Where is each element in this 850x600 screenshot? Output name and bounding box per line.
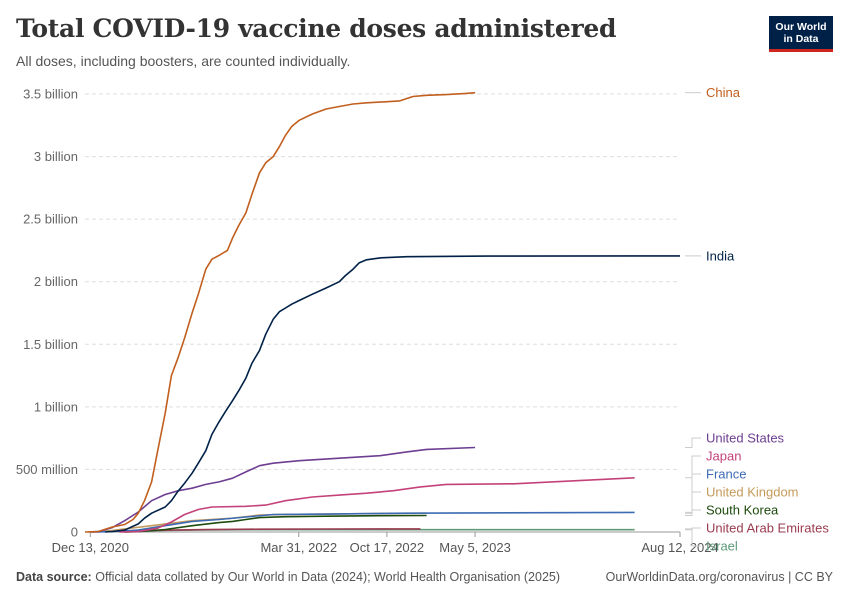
series-line-japan xyxy=(119,477,635,533)
y-axis-tick-labels: 0 500 million 1 billion 1.5 billion 2 billio… xyxy=(16,87,78,540)
data-source: Data source: Official data collated by O… xyxy=(16,570,560,584)
series-line-france xyxy=(96,511,635,533)
logo-line-2: in Data xyxy=(783,33,819,45)
y-tick-label: 1.5 billion xyxy=(23,337,78,352)
legend-label-india: India xyxy=(706,248,735,263)
owid-logo[interactable]: Our World in Data xyxy=(769,16,833,52)
x-tick-label: Mar 31, 2022 xyxy=(260,540,337,555)
legend-label-united-kingdom: United Kingdom xyxy=(706,485,799,500)
legend-label-japan: Japan xyxy=(706,449,741,464)
logo-line-1: Our World xyxy=(775,21,827,33)
series-line-india xyxy=(105,255,681,533)
series-line-united-states xyxy=(90,446,476,533)
legend-connector-united-kingdom xyxy=(685,491,701,514)
series-lines xyxy=(84,91,681,533)
y-tick-label: 0 xyxy=(71,525,78,540)
x-tick-label: Oct 17, 2022 xyxy=(350,540,424,555)
footer-link[interactable]: OurWorldinData.org/coronavirus | CC BY xyxy=(605,570,833,584)
legend-connector-france xyxy=(685,473,701,513)
series-line-china xyxy=(84,91,476,533)
legend-connector-japan xyxy=(685,455,701,479)
data-source-label: Data source: xyxy=(16,570,92,584)
series-line-south-korea xyxy=(123,514,427,533)
legend-label-united-arab-emirates: United Arab Emirates xyxy=(706,521,829,536)
legend-label-france: France xyxy=(706,467,746,482)
legend-label-united-states: United States xyxy=(706,431,785,446)
chart-title: Total COVID-19 vaccine doses administere… xyxy=(16,14,617,43)
legend-label-china: China xyxy=(706,85,741,100)
legend-label-south-korea: South Korea xyxy=(706,503,779,518)
chart-subtitle: All doses, including boosters, are count… xyxy=(16,53,351,69)
y-tick-label: 3.5 billion xyxy=(23,87,78,102)
legend-connector-united-arab-emirates xyxy=(685,527,701,530)
y-tick-label: 2.5 billion xyxy=(23,212,78,227)
line-chart: 0 500 million 1 billion 1.5 billion 2 billio… xyxy=(16,85,829,555)
x-tick-label: Aug 12, 2024 xyxy=(641,540,718,555)
legend-labels: China India United States Japan France United… xyxy=(685,85,829,554)
gridlines xyxy=(85,93,680,470)
legend-connector-israel xyxy=(685,529,701,547)
legend-label-israel: Israel xyxy=(706,539,738,554)
x-axis: Dec 13, 2020 Mar 31, 2022 Oct 17, 2022 May … xyxy=(52,531,719,555)
y-tick-label: 2 billion xyxy=(34,274,78,289)
y-tick-label: 500 million xyxy=(16,462,78,477)
x-tick-label: May 5, 2023 xyxy=(439,540,511,555)
legend-connector-united-states xyxy=(685,437,701,448)
data-source-text: Official data collated by Our World in D… xyxy=(95,570,561,584)
y-tick-label: 1 billion xyxy=(34,399,78,414)
x-tick-label: Dec 13, 2020 xyxy=(52,540,129,555)
legend-connector-south-korea xyxy=(685,509,701,516)
y-tick-label: 3 billion xyxy=(34,149,78,164)
